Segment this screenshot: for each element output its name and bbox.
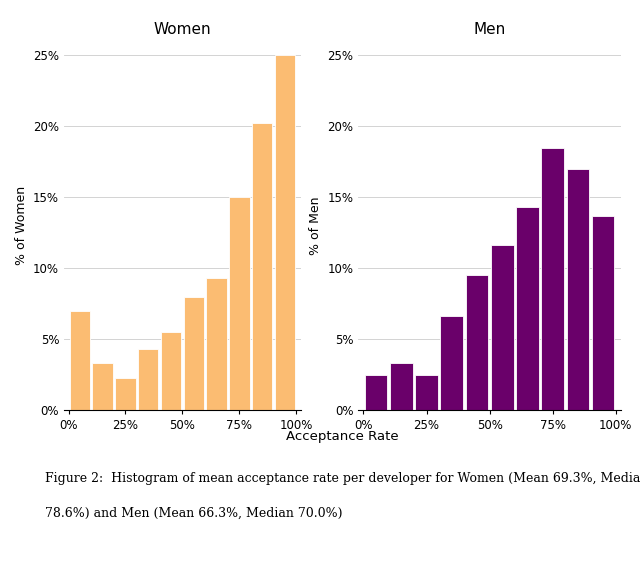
Bar: [415, 374, 438, 410]
Bar: [365, 374, 387, 410]
Bar: [184, 297, 204, 410]
Y-axis label: % of Men: % of Men: [309, 196, 322, 255]
Bar: [161, 332, 181, 410]
Text: 78.6%) and Men (Mean 66.3%, Median 70.0%): 78.6%) and Men (Mean 66.3%, Median 70.0%…: [45, 507, 342, 520]
Bar: [516, 207, 539, 410]
Bar: [466, 275, 488, 410]
Title: Women: Women: [154, 22, 211, 37]
Bar: [115, 377, 136, 410]
Y-axis label: % of Women: % of Women: [15, 186, 28, 265]
Bar: [440, 316, 463, 410]
Bar: [252, 124, 273, 410]
Bar: [138, 349, 159, 410]
Bar: [541, 148, 564, 410]
Bar: [206, 278, 227, 410]
Bar: [275, 55, 295, 410]
Title: Men: Men: [474, 22, 506, 37]
Bar: [491, 246, 513, 410]
Bar: [390, 363, 413, 410]
Text: Figure 2:  Histogram of mean acceptance rate per developer for Women (Mean 69.3%: Figure 2: Histogram of mean acceptance r…: [45, 472, 640, 485]
Text: Acceptance Rate: Acceptance Rate: [286, 430, 399, 443]
Bar: [592, 216, 614, 410]
Bar: [229, 197, 250, 410]
Bar: [92, 363, 113, 410]
Bar: [566, 169, 589, 410]
Bar: [70, 311, 90, 410]
